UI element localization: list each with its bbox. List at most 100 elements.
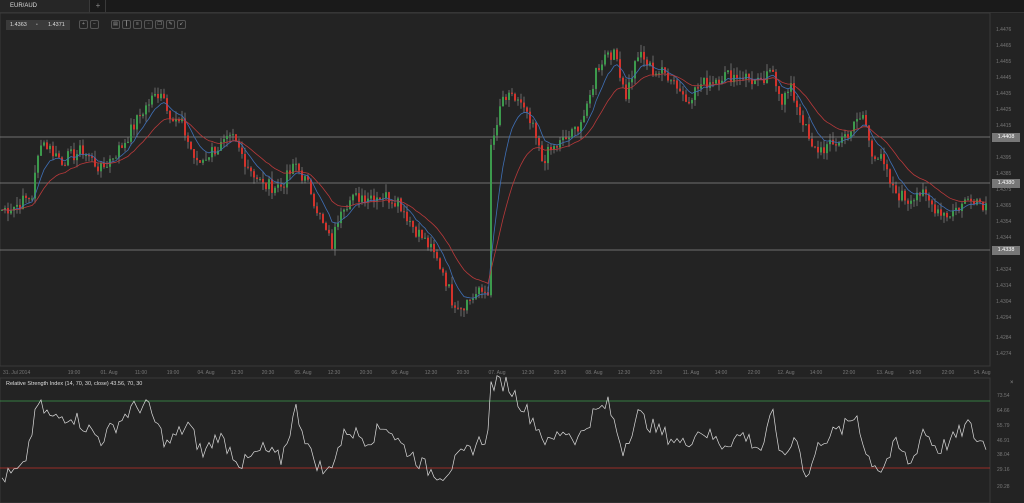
candle-body bbox=[442, 268, 444, 273]
time-axis-label: 05. Aug bbox=[295, 370, 312, 376]
price-axis-label: 1.4284 bbox=[996, 335, 1012, 341]
candle-body bbox=[148, 104, 150, 106]
candle-body bbox=[574, 126, 576, 130]
candle-body bbox=[889, 169, 891, 184]
rsi-axis-label: 20.28 bbox=[997, 484, 1010, 490]
copy-icon[interactable]: ❐ bbox=[155, 20, 164, 29]
candle-body bbox=[568, 137, 570, 140]
rsi-axis-label: 38.04 bbox=[997, 452, 1010, 458]
candle-body bbox=[892, 183, 894, 186]
candle-body bbox=[817, 146, 819, 153]
close-rsi-icon[interactable]: × bbox=[1010, 380, 1014, 386]
time-axis-label: 20:30 bbox=[457, 370, 470, 376]
candle-body bbox=[235, 134, 237, 141]
time-axis-label: 19:00 bbox=[68, 370, 81, 376]
candle-body bbox=[808, 124, 810, 139]
candle-body bbox=[451, 284, 453, 306]
candle-body bbox=[532, 122, 534, 124]
time-axis-label: 20:30 bbox=[262, 370, 275, 376]
candle-body bbox=[82, 145, 84, 156]
price-axis-label: 1.4375 bbox=[996, 187, 1012, 193]
indicators-icon[interactable]: ≡ bbox=[133, 20, 142, 29]
candle-body bbox=[622, 77, 624, 85]
period-icon[interactable]: ▤ bbox=[111, 20, 120, 29]
candle-body bbox=[280, 184, 282, 187]
time-axis-label: 01. Aug bbox=[101, 370, 118, 376]
zoom-in-icon[interactable]: + bbox=[79, 20, 88, 29]
rsi-axis-label: 64.66 bbox=[997, 408, 1010, 414]
candle-body bbox=[913, 200, 915, 202]
price-axis-label: 1.4314 bbox=[996, 283, 1012, 289]
candle-body bbox=[439, 258, 441, 269]
candle-body bbox=[391, 202, 393, 204]
candle-body bbox=[862, 115, 864, 119]
tab-eur-aud[interactable]: EUR/AUD bbox=[0, 0, 90, 12]
candle-body bbox=[142, 114, 144, 117]
candle-body bbox=[364, 195, 366, 202]
time-axis-label: 22:00 bbox=[748, 370, 761, 376]
candle-body bbox=[361, 195, 363, 202]
candle-body bbox=[211, 147, 213, 158]
candle-body bbox=[22, 195, 24, 210]
candle-body bbox=[796, 100, 798, 108]
candle-body bbox=[343, 209, 345, 212]
time-axis-label: 14:00 bbox=[909, 370, 922, 376]
candle-body bbox=[685, 94, 687, 102]
candle-body bbox=[412, 220, 414, 228]
candle-body bbox=[292, 163, 294, 174]
candle-body bbox=[340, 211, 342, 224]
candle-body bbox=[160, 93, 162, 99]
candle-body bbox=[406, 211, 408, 222]
rsi-pane-border bbox=[0, 377, 991, 503]
candle-body bbox=[949, 216, 951, 218]
candle-body bbox=[946, 212, 948, 218]
candle-body bbox=[184, 118, 186, 136]
candle-body bbox=[262, 178, 264, 183]
time-axis-label: 22:00 bbox=[843, 370, 856, 376]
candle-body bbox=[682, 91, 684, 95]
zoom-out-icon[interactable]: − bbox=[90, 20, 99, 29]
candle-body bbox=[193, 149, 195, 158]
crosshair-icon[interactable]: ▫ bbox=[144, 20, 153, 29]
candle-body bbox=[781, 93, 783, 105]
candle-body bbox=[52, 145, 54, 157]
candle-body bbox=[640, 51, 642, 58]
candle-body bbox=[64, 164, 66, 166]
candle-body bbox=[637, 57, 639, 62]
candle-body bbox=[748, 73, 750, 79]
candle-body bbox=[301, 170, 303, 181]
candle-body bbox=[853, 121, 855, 132]
time-axis-label: 12. Aug bbox=[778, 370, 795, 376]
chart-type-icon[interactable]: ┃ bbox=[122, 20, 131, 29]
price-axis-label: 1.4324 bbox=[996, 267, 1012, 273]
bid-price: 1.4363 bbox=[10, 22, 27, 28]
candle-body bbox=[976, 199, 978, 205]
time-axis-label: 14. Aug bbox=[974, 370, 991, 376]
bid-ask-box: 1.4363 ▪ 1.4371 bbox=[6, 20, 70, 30]
candle-body bbox=[259, 178, 261, 180]
candle-body bbox=[328, 229, 330, 234]
candle-body bbox=[445, 272, 447, 287]
candle-body bbox=[595, 68, 597, 89]
candle-body bbox=[460, 308, 462, 310]
price-axis-label: 1.4274 bbox=[996, 351, 1012, 357]
candle-body bbox=[265, 182, 267, 190]
candle-body bbox=[766, 71, 768, 84]
candle-body bbox=[721, 80, 723, 84]
candle-body bbox=[424, 237, 426, 239]
ask-price: 1.4371 bbox=[48, 22, 65, 28]
time-axis-label: 08. Aug bbox=[586, 370, 603, 376]
add-tab-button[interactable]: + bbox=[91, 0, 106, 12]
rsi-axis-label: 73.54 bbox=[997, 393, 1010, 399]
candle-body bbox=[961, 203, 963, 212]
candle-body bbox=[973, 201, 975, 205]
edit-icon[interactable]: ✎ bbox=[166, 20, 175, 29]
candle-body bbox=[601, 64, 603, 71]
candle-body bbox=[118, 145, 120, 158]
candle-body bbox=[40, 145, 42, 156]
candle-body bbox=[619, 59, 621, 78]
candle-body bbox=[943, 212, 945, 216]
draw-icon[interactable]: ↙ bbox=[177, 20, 186, 29]
level-tag: 1.4408 bbox=[992, 133, 1020, 142]
